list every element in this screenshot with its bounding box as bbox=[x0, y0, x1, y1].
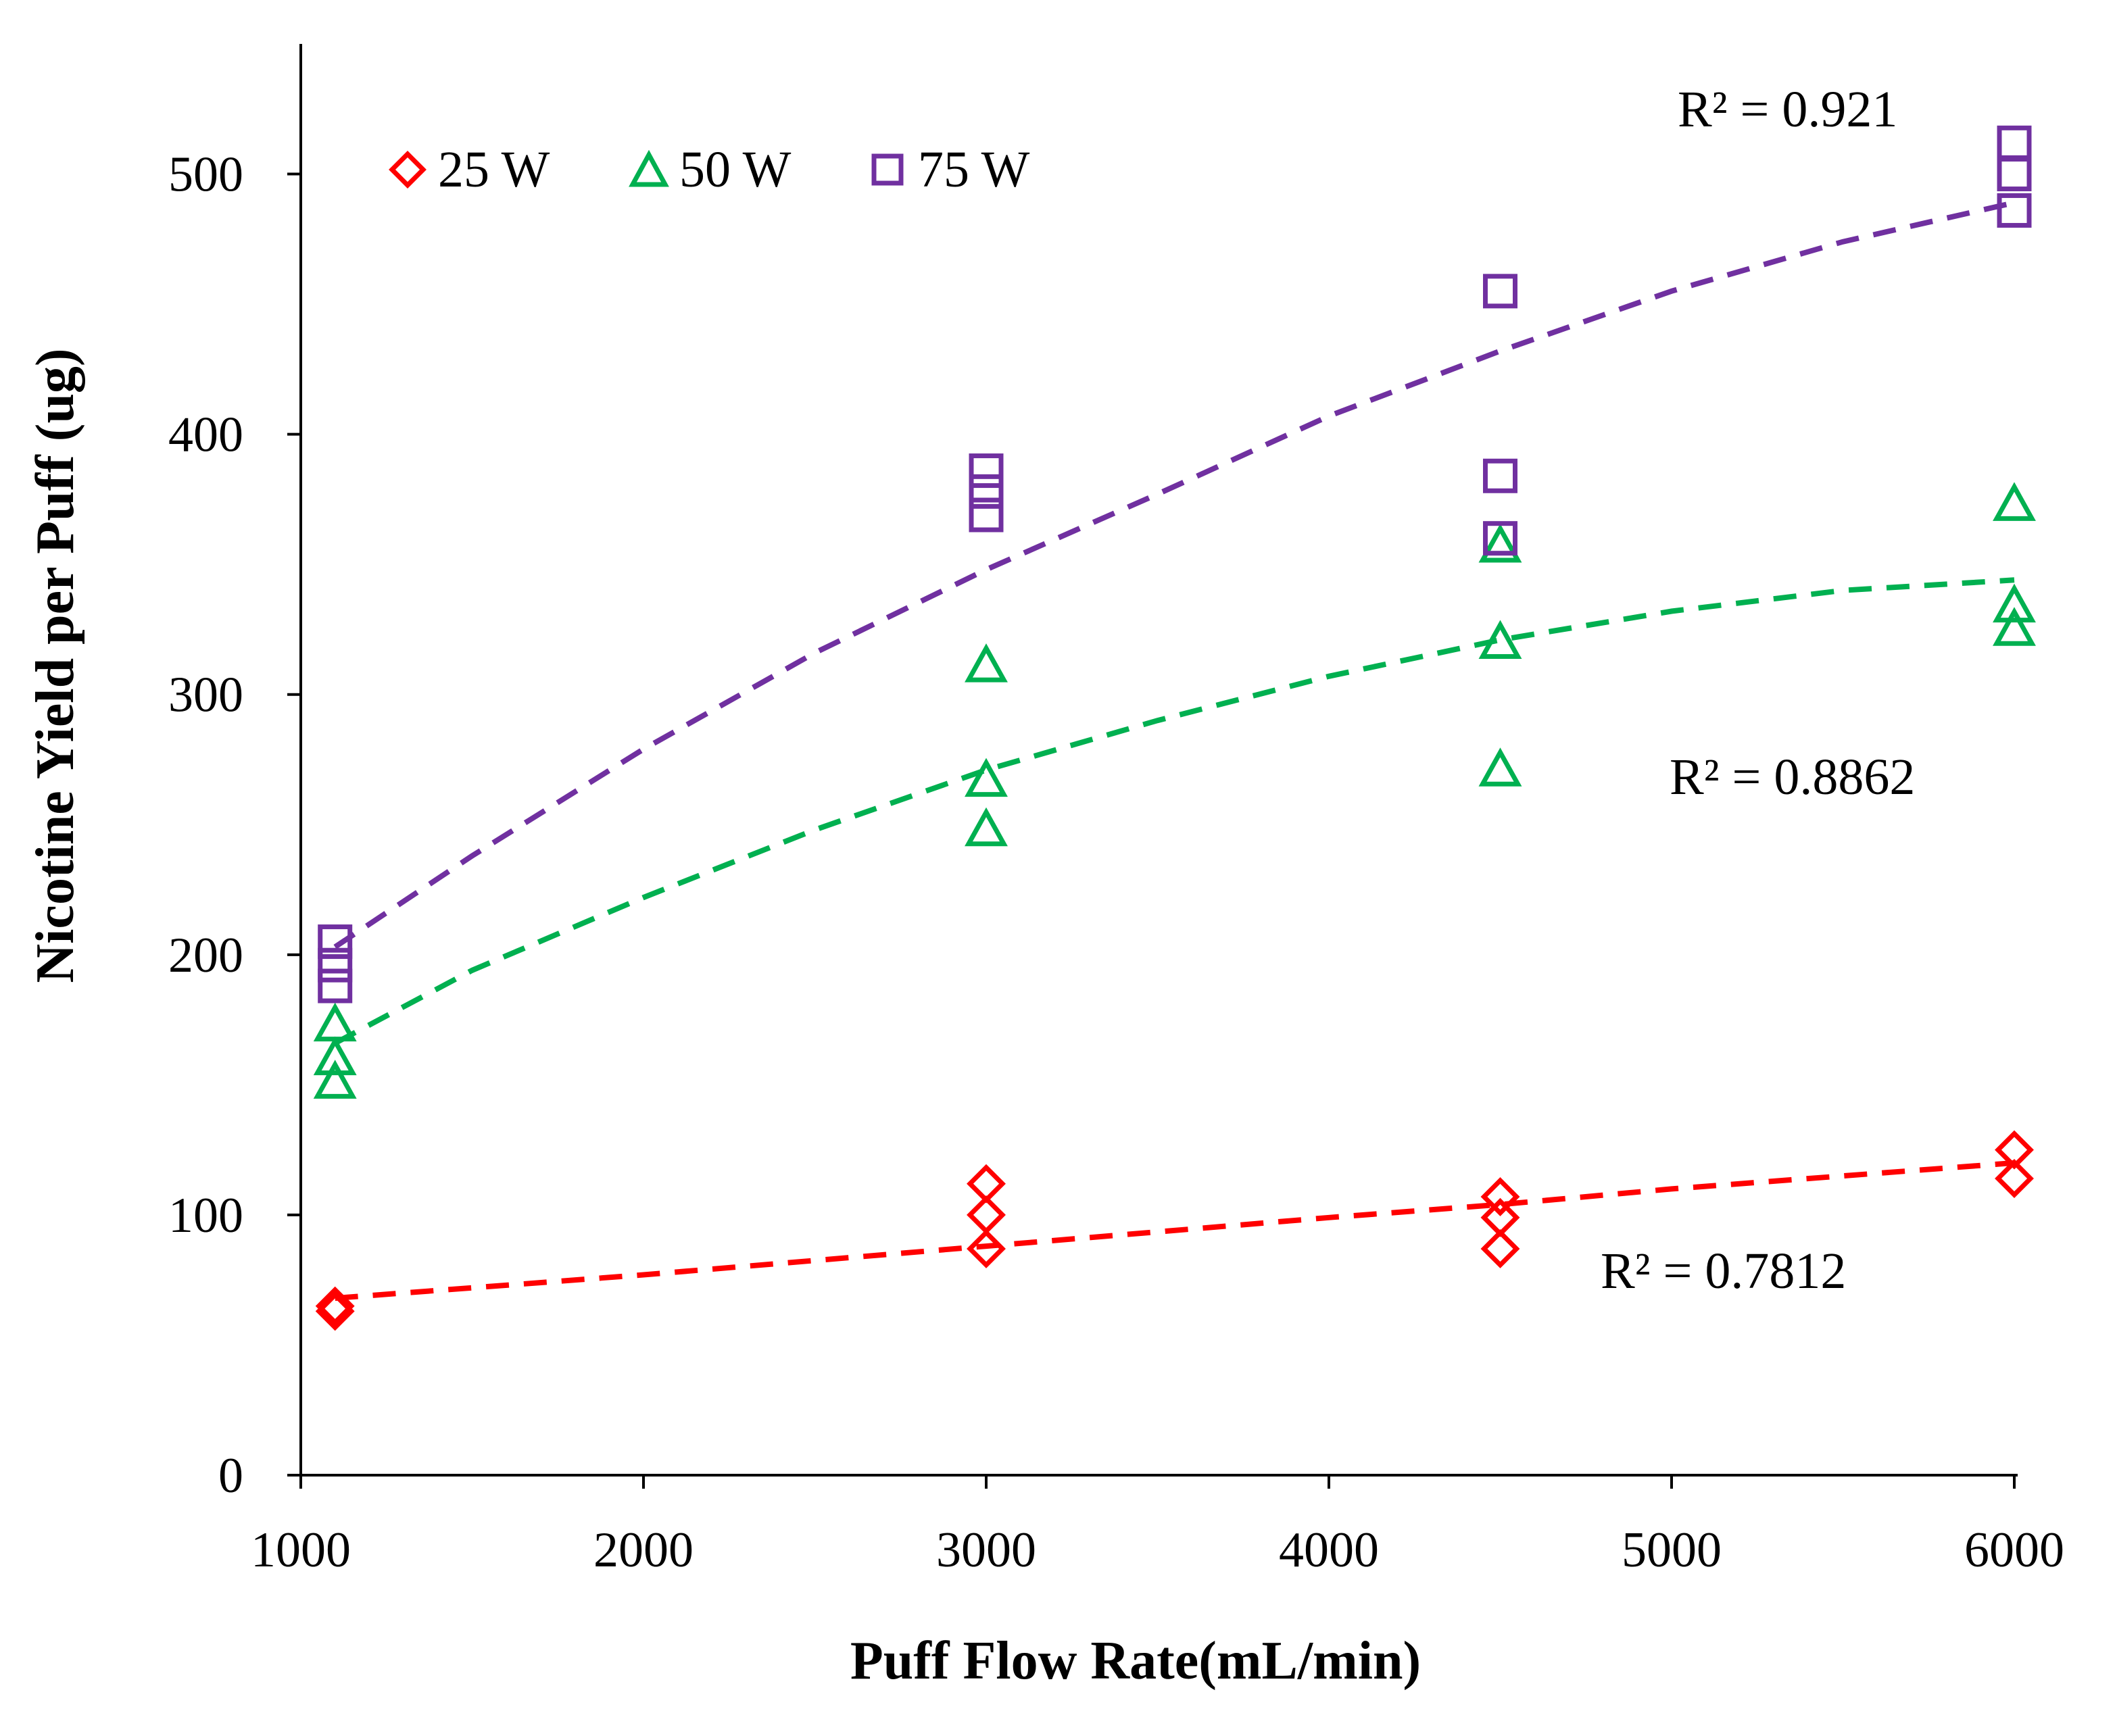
data-point-square bbox=[318, 924, 353, 960]
legend-item-50w: 50 W bbox=[629, 141, 792, 198]
r2-label: R² = 0.7812 bbox=[1601, 1243, 1846, 1299]
data-point-diamond bbox=[1480, 1177, 1520, 1216]
legend-label-75w: 75 W bbox=[918, 141, 1030, 198]
y-tick-label: 500 bbox=[168, 147, 243, 203]
diamond-icon bbox=[389, 151, 427, 189]
data-point-diamond bbox=[967, 1164, 1006, 1204]
data-point-square bbox=[969, 497, 1004, 532]
plot-area: 1000 2000 3000 4000 5000 6000 0 100 200 300 400 50… bbox=[168, 44, 2064, 1578]
data-point-triangle bbox=[313, 1060, 357, 1099]
trendlines bbox=[333, 200, 2015, 1301]
x-ticks: 1000 2000 3000 4000 5000 6000 bbox=[251, 1475, 2064, 1578]
x-tick-label: 4000 bbox=[1279, 1522, 1379, 1578]
data-point-triangle bbox=[1993, 482, 2036, 521]
data-point-square bbox=[1483, 458, 1517, 493]
data-point-square bbox=[1997, 193, 2032, 228]
r2-label: R² = 0.8862 bbox=[1670, 749, 1915, 805]
x-tick-label: 1000 bbox=[251, 1522, 351, 1578]
data-point-triangle bbox=[313, 1036, 357, 1076]
data-point-square bbox=[969, 453, 1004, 489]
data-point-triangle bbox=[1478, 620, 1522, 660]
y-tick-label: 200 bbox=[168, 928, 243, 983]
data-point-square bbox=[969, 474, 1004, 509]
r2-label: R² = 0.921 bbox=[1678, 81, 1897, 138]
trendline-1 bbox=[333, 577, 2015, 1046]
data-point-triangle bbox=[965, 643, 1008, 683]
data-point-triangle bbox=[965, 758, 1008, 797]
legend-item-75w: 75 W bbox=[871, 141, 1030, 198]
data-point-square bbox=[1483, 274, 1517, 309]
r2-labels: R² = 0.7812 R² = 0.8862 R² = 0.921 bbox=[1601, 81, 1915, 1299]
data-point-diamond bbox=[967, 1229, 1006, 1268]
data-point-square bbox=[1997, 157, 2032, 192]
legend-label-50w: 50 W bbox=[679, 141, 792, 198]
data-point-diamond bbox=[1480, 1229, 1520, 1268]
data-point-diamond bbox=[1995, 1130, 2034, 1170]
x-axis-title: Puff Flow Rate(mL/min) bbox=[850, 1631, 1421, 1691]
data-point-square bbox=[318, 968, 353, 1003]
legend-label-25w: 25 W bbox=[438, 141, 550, 198]
legend-item-25w: 25 W bbox=[389, 141, 550, 198]
data-point-diamond bbox=[1995, 1159, 2034, 1198]
x-tick-label: 5000 bbox=[1622, 1522, 1722, 1578]
y-tick-label: 300 bbox=[168, 668, 243, 723]
data-point-square bbox=[1997, 125, 2032, 160]
data-point-diamond bbox=[967, 1195, 1006, 1235]
y-tick-label: 400 bbox=[168, 407, 243, 463]
legend: 25 W 50 W 75 W bbox=[389, 141, 1030, 198]
trendline-2 bbox=[333, 200, 2015, 949]
data-point-triangle bbox=[1478, 747, 1522, 787]
markers bbox=[313, 125, 2036, 1331]
x-tick-label: 3000 bbox=[936, 1522, 1036, 1578]
data-point-diamond bbox=[315, 1286, 355, 1326]
data-point-diamond bbox=[315, 1291, 355, 1331]
data-point-triangle bbox=[313, 1002, 357, 1042]
data-point-triangle bbox=[965, 807, 1008, 847]
y-tick-label: 0 bbox=[218, 1448, 243, 1504]
y-ticks: 0 100 200 300 400 500 bbox=[168, 147, 301, 1504]
triangle-icon bbox=[629, 149, 669, 187]
x-tick-label: 2000 bbox=[593, 1522, 694, 1578]
x-tick-label: 6000 bbox=[1964, 1522, 2064, 1578]
data-point-square bbox=[1483, 521, 1517, 556]
data-point-diamond bbox=[1480, 1197, 1520, 1237]
data-point-triangle bbox=[1993, 607, 2036, 646]
data-point-triangle bbox=[1993, 583, 2036, 623]
data-point-triangle bbox=[1478, 524, 1522, 563]
data-point-square bbox=[318, 947, 353, 983]
square-icon bbox=[871, 153, 904, 186]
y-tick-label: 100 bbox=[168, 1188, 243, 1243]
trendline-0 bbox=[335, 1160, 2015, 1301]
y-axis-title: Nicotine Yield per Puff (ug) bbox=[26, 348, 85, 983]
